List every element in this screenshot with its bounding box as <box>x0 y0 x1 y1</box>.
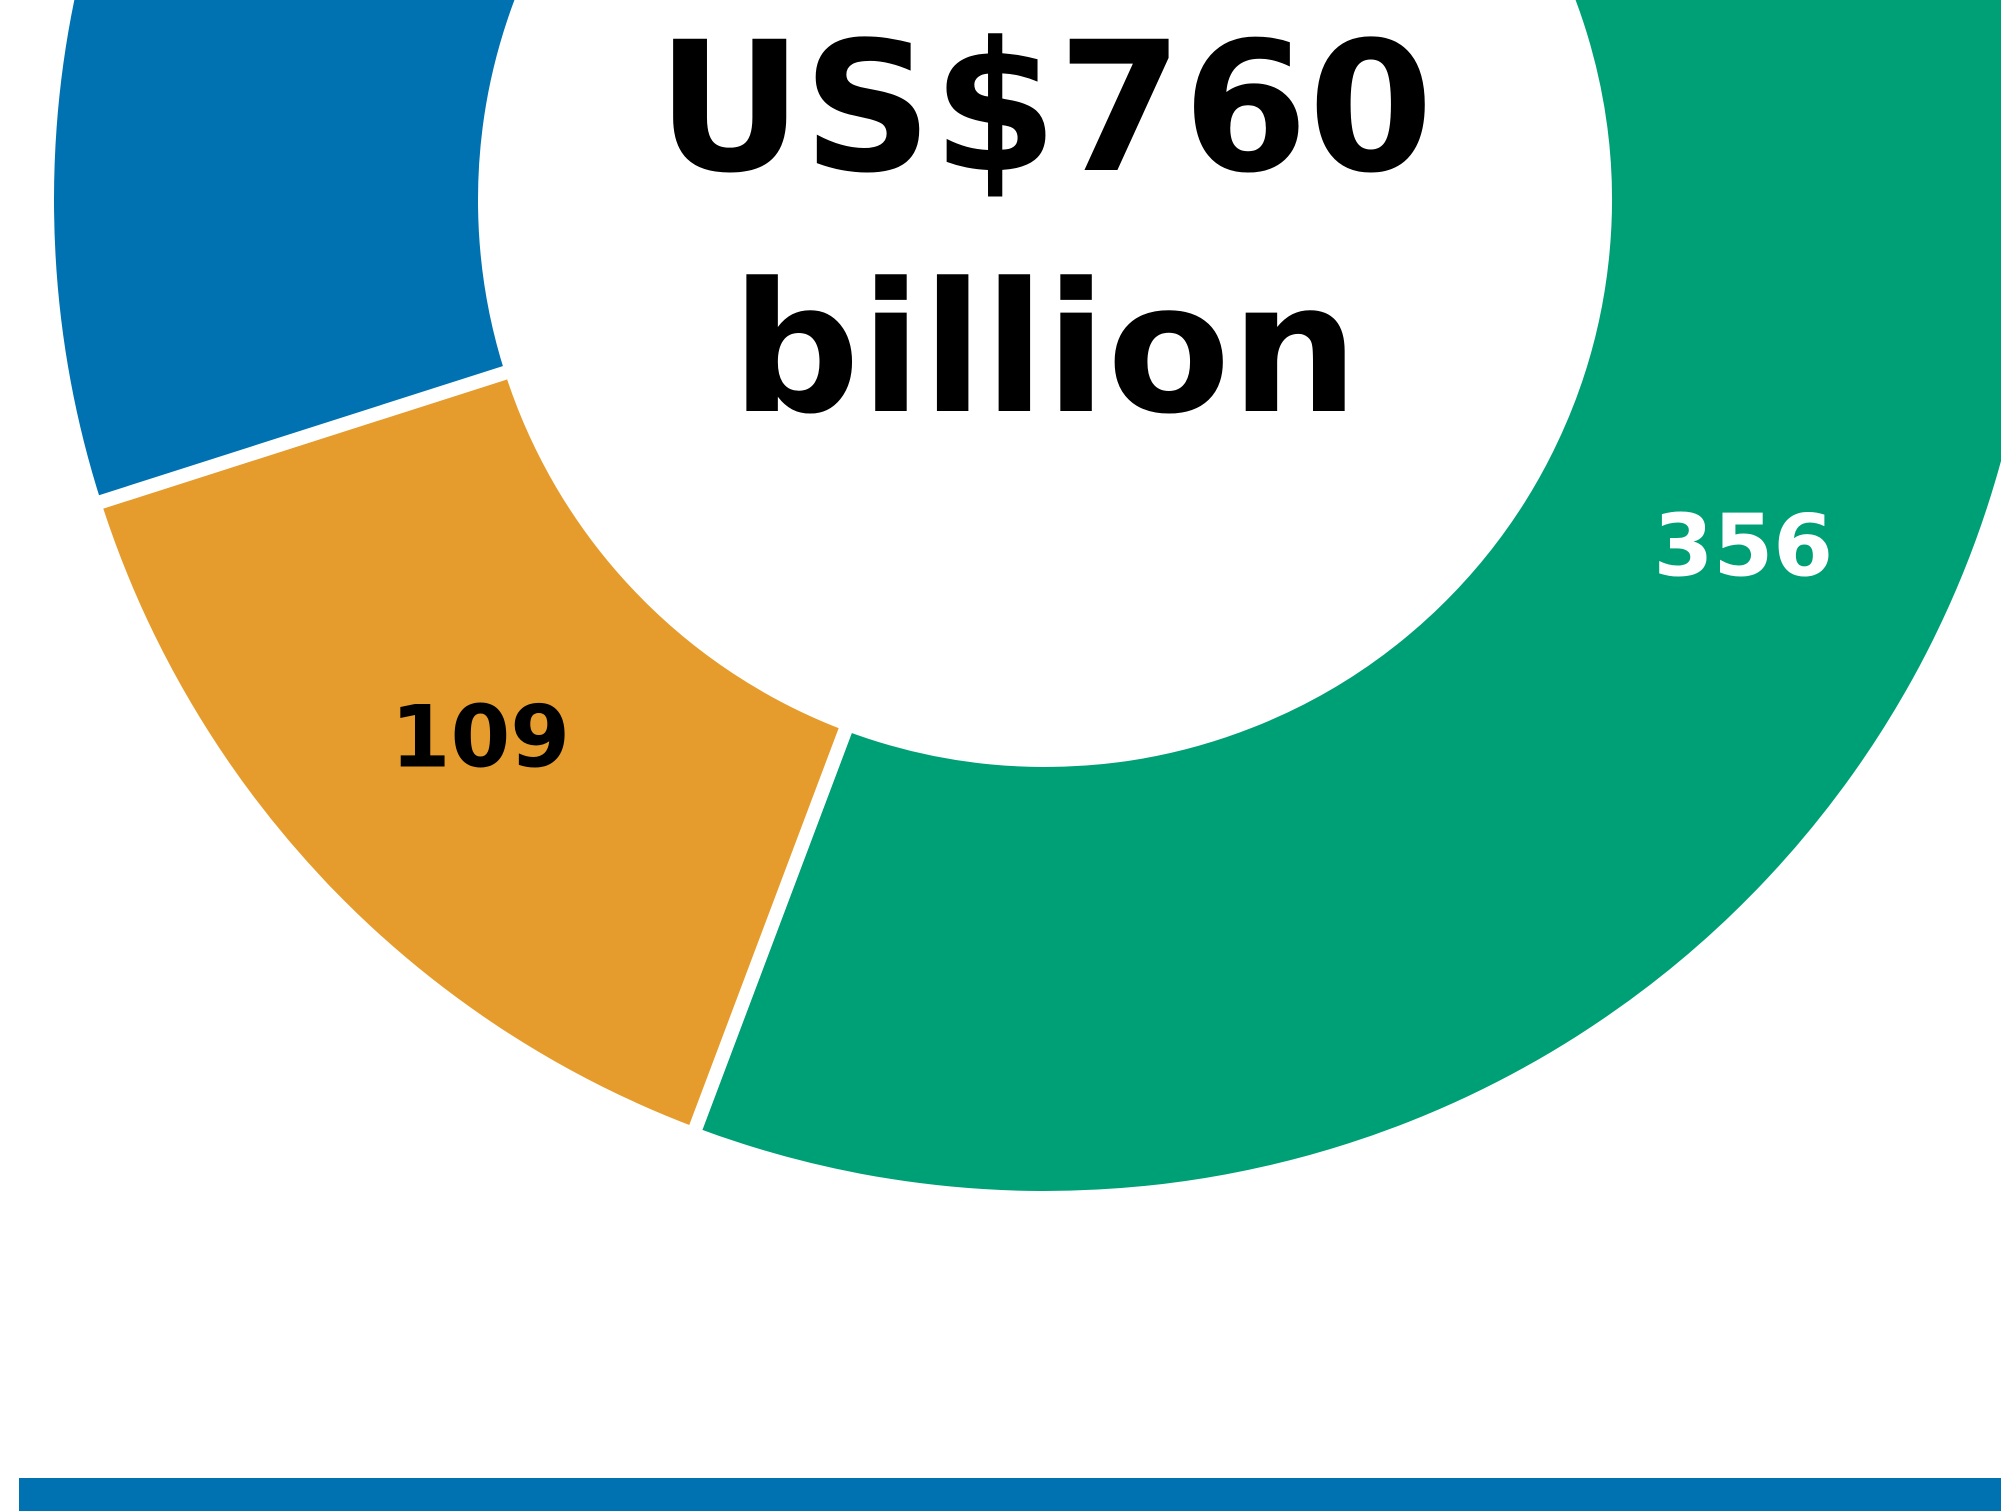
donut-slice-2 <box>40 0 530 513</box>
donut-slice-0 <box>684 0 2001 1205</box>
donut-slices <box>40 0 2001 1205</box>
slice-labels: 356 109 <box>391 496 1833 787</box>
footer-band <box>19 1478 2001 1511</box>
donut-slice-1 <box>85 361 857 1144</box>
slice-label-0: 356 <box>1654 496 1834 596</box>
center-total-unit: billion <box>731 245 1358 454</box>
center-total-value: US$760 <box>657 4 1434 213</box>
slice-label-1: 109 <box>391 688 571 788</box>
